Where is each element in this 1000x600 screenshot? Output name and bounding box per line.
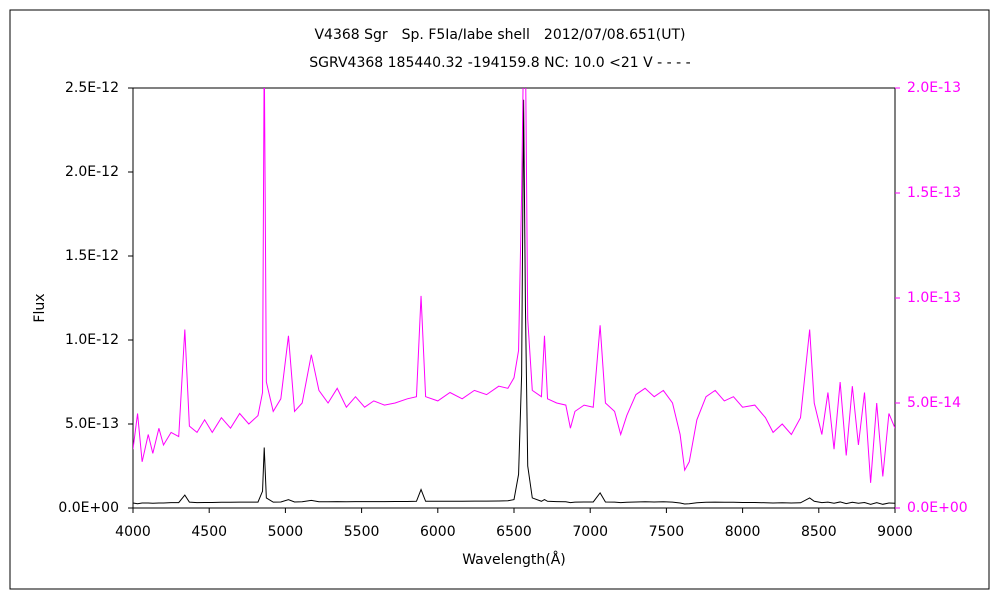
y2-tick-label: 2.0E-13: [907, 80, 961, 96]
frame: [9, 9, 990, 590]
x-axis-label: Wavelength(Å): [462, 551, 566, 568]
plot-area: [132, 87, 896, 509]
y-axis-label: Flux: [32, 293, 48, 322]
y-tick-label: 1.5E-12: [65, 248, 119, 264]
y2-tick-label: 0.0E+00: [907, 500, 968, 516]
x-tick-label: 8000: [725, 524, 761, 540]
y2-tick-label: 1.5E-13: [907, 185, 961, 201]
x-tick-label: 9000: [877, 524, 913, 540]
y-tick-label: 2.0E-12: [65, 164, 119, 180]
x-tick-label: 6000: [420, 524, 456, 540]
x-tick-label: 7500: [649, 524, 685, 540]
chart-subtitle: SGRV4368 185440.32 -194159.8 NC: 10.0 <2…: [309, 55, 690, 71]
y-tick-label: 5.0E-13: [65, 416, 119, 432]
chart-title: V4368 Sgr Sp. F5Ia/Iabe shell 2012/07/08…: [314, 27, 685, 43]
x-tick-label: 8500: [801, 524, 837, 540]
spectrum-line: [133, 99, 895, 505]
y-tick-label: 1.0E-12: [65, 332, 119, 348]
y2-tick-label: 1.0E-13: [907, 290, 961, 306]
x-tick-label: 7000: [572, 524, 608, 540]
x-tick-label: 5000: [268, 524, 304, 540]
y-tick-label: 0.0E+00: [58, 500, 119, 516]
x-tick-label: 6500: [496, 524, 532, 540]
y-tick-label: 2.5E-12: [65, 80, 119, 96]
x-tick-label: 4000: [115, 524, 151, 540]
x-tick-label: 4500: [191, 524, 227, 540]
spectrum-line: [133, 88, 895, 483]
x-tick-label: 5500: [344, 524, 380, 540]
y2-tick-label: 5.0E-14: [907, 395, 961, 411]
